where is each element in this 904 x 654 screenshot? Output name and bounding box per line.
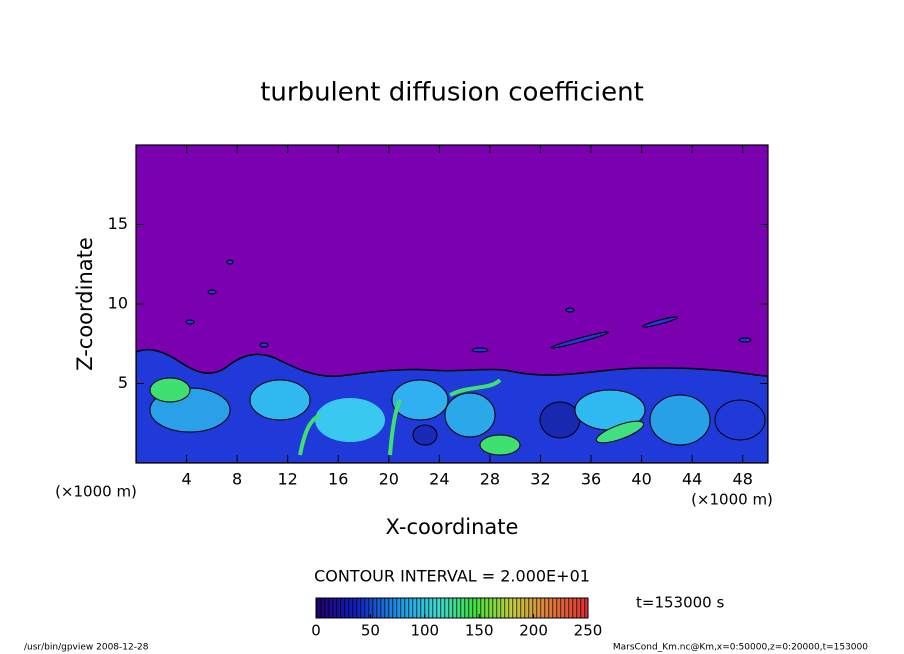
time-label: t=153000 s — [636, 594, 724, 612]
colorbar-tick-label: 200 — [519, 622, 548, 640]
x-tick-label: 28 — [480, 470, 500, 489]
footer-left: /usr/bin/gpview 2008-12-28 — [24, 643, 149, 653]
colorbar-stripes — [315, 597, 589, 619]
x-unit: (×1000 m) — [691, 491, 773, 509]
field — [136, 145, 768, 463]
x-tick-label: 48 — [733, 470, 753, 489]
y-axis-label: Z-coordinate — [73, 237, 97, 371]
x-tick-label: 32 — [530, 470, 550, 489]
x-tick-label: 40 — [631, 470, 651, 489]
x-axis-label: X-coordinate — [386, 515, 519, 539]
x-tick-label: 12 — [278, 470, 298, 489]
colorbar-tick-label: 250 — [574, 622, 603, 640]
x-tick-label: 4 — [181, 470, 191, 489]
x-tick-label: 44 — [682, 470, 702, 489]
x-tick-label: 20 — [379, 470, 399, 489]
x-tick-label: 8 — [232, 470, 242, 489]
x-tick-label: 36 — [581, 470, 601, 489]
y-tick-label: 10 — [108, 294, 128, 313]
colorbar-tick-label: 100 — [410, 622, 439, 640]
chart-title: turbulent diffusion coefficient — [260, 78, 644, 108]
colorbar-tick-label: 50 — [361, 622, 380, 640]
y-unit: (×1000 m) — [55, 483, 137, 501]
x-tick-label: 24 — [429, 470, 449, 489]
colorbar-tick-label: 150 — [465, 622, 494, 640]
y-tick-label: 15 — [108, 214, 128, 233]
contour-interval: CONTOUR INTERVAL = 2.000E+01 — [314, 567, 590, 586]
colorbar-tick-label: 0 — [311, 622, 321, 640]
x-tick-label: 16 — [328, 470, 348, 489]
y-tick-label: 5 — [118, 373, 128, 392]
footer-right: MarsCond_Km.nc@Km,x=0:50000,z=0:20000,t=… — [613, 643, 868, 653]
